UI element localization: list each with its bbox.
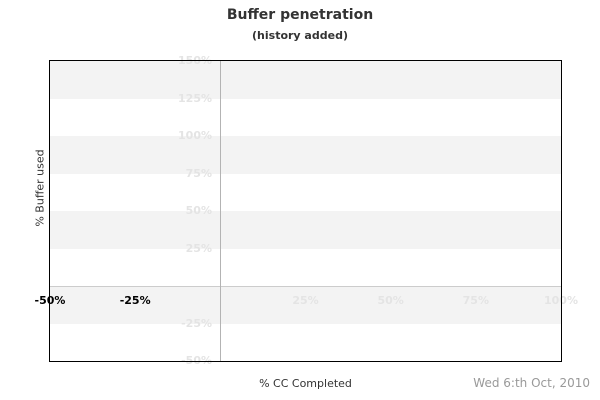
y-axis-title: % Buffer used — [33, 149, 47, 227]
x-tick-label: 50% — [377, 294, 404, 307]
y-tick-label: 75% — [185, 166, 212, 180]
chart-subtitle: (history added) — [252, 29, 348, 42]
x-zero-gridline — [220, 61, 222, 361]
plot-band — [50, 211, 561, 249]
chart-title: Buffer penetration — [226, 7, 374, 23]
x-tick-label: 75% — [462, 294, 489, 307]
y-tick-label: -25% — [181, 316, 212, 330]
plot-area — [50, 61, 561, 361]
date-label: Wed 6:th Oct, 2010 — [473, 376, 590, 390]
y-tick-label: 100% — [178, 129, 212, 142]
y-tick-label: 50% — [185, 204, 212, 217]
x-tick-label: -25% — [119, 294, 151, 307]
x-tick-label: 25% — [292, 294, 319, 307]
plot-band — [50, 61, 561, 99]
plot-band — [50, 286, 561, 324]
plot-band — [50, 136, 561, 174]
x-tick-label: -50% — [34, 294, 66, 307]
y-tick-label: 125% — [178, 91, 212, 105]
y-zero-gridline — [50, 286, 561, 287]
y-tick-label: 25% — [185, 241, 212, 255]
x-axis-title: % CC Completed — [259, 377, 352, 390]
y-tick-label: 150% — [178, 54, 212, 67]
x-tick-label: 100% — [544, 294, 578, 307]
y-tick-label: -50% — [181, 354, 212, 367]
